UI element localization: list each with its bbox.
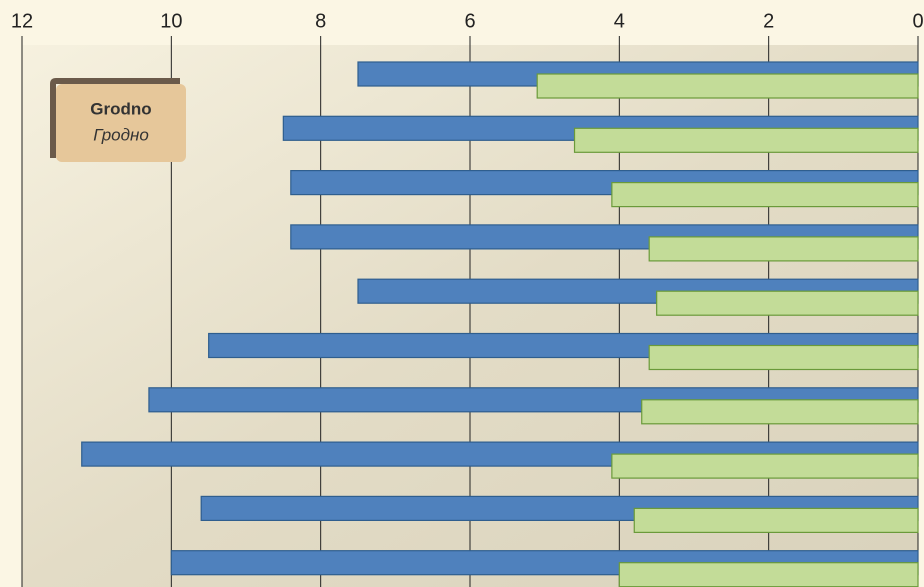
bar	[641, 399, 919, 425]
bar	[573, 127, 919, 153]
bar	[633, 507, 919, 533]
bar	[611, 453, 919, 479]
annotation-subtitle: Гродно	[93, 125, 149, 144]
x-tick-label: 4	[614, 10, 625, 32]
bar	[618, 562, 919, 587]
bar	[648, 344, 919, 371]
x-tick-label: 6	[464, 10, 475, 32]
annotation-title: Grodno	[90, 99, 151, 118]
bar	[536, 73, 919, 99]
x-tick-label: 10	[160, 10, 182, 32]
annotation-box: Grodno Гродно	[50, 78, 186, 162]
x-tick-label: 12	[11, 10, 33, 32]
x-tick-label: 2	[763, 10, 774, 32]
x-tick-label: 8	[315, 10, 326, 32]
box	[56, 84, 186, 162]
bar	[611, 182, 919, 208]
bar	[656, 290, 919, 316]
bars	[81, 61, 919, 587]
bar	[648, 236, 919, 262]
x-tick-label: 0	[912, 10, 923, 32]
